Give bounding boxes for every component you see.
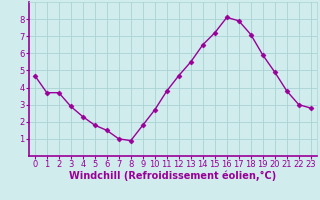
X-axis label: Windchill (Refroidissement éolien,°C): Windchill (Refroidissement éolien,°C) xyxy=(69,171,276,181)
